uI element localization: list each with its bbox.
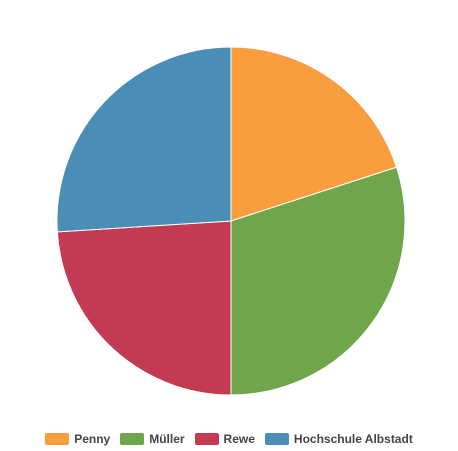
pie-slice-mueller[interactable] bbox=[230, 166, 406, 396]
legend-item-penny[interactable]: Penny bbox=[45, 432, 110, 446]
legend-swatch bbox=[194, 433, 219, 445]
legend-swatch bbox=[120, 433, 145, 445]
pie-slice-hochschule-albstadt[interactable] bbox=[56, 46, 232, 233]
legend-label: Penny bbox=[74, 432, 111, 446]
legend-label: Müller bbox=[149, 432, 185, 446]
chart-legend: Penny Müller Rewe Hochschule Albstadt bbox=[0, 429, 458, 449]
legend-label: Rewe bbox=[223, 432, 255, 446]
legend-label: Hochschule Albstadt bbox=[293, 432, 413, 446]
legend-item-rewe[interactable]: Rewe bbox=[194, 432, 255, 446]
legend-item-hochschule-albstadt[interactable]: Hochschule Albstadt bbox=[264, 432, 413, 446]
legend-item-mueller[interactable]: Müller bbox=[120, 432, 185, 446]
legend-swatch bbox=[45, 433, 70, 445]
pie-slice-rewe[interactable] bbox=[56, 220, 232, 396]
legend-swatch bbox=[264, 433, 289, 445]
pie-slice-penny[interactable] bbox=[230, 46, 397, 222]
